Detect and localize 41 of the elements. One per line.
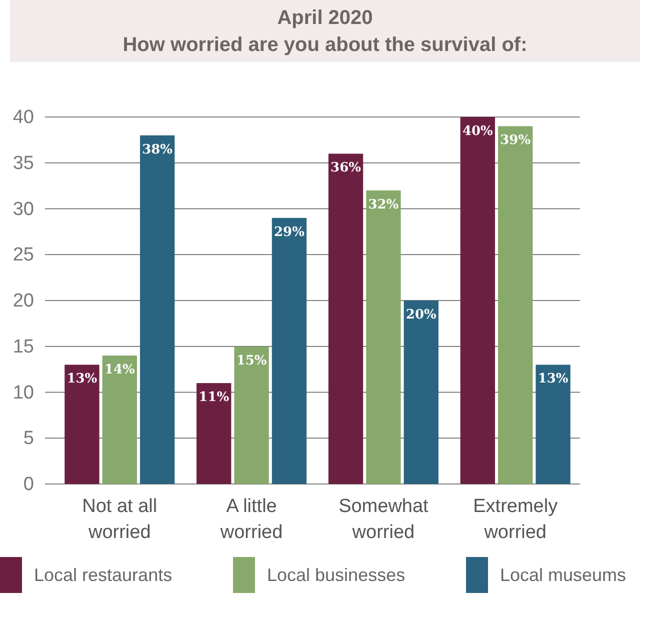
bar <box>328 154 364 484</box>
data-label: 13% <box>538 372 569 387</box>
bar <box>196 383 232 484</box>
data-label: 20% <box>406 308 438 322</box>
y-tick-label: 25 <box>12 244 34 266</box>
data-label: 29% <box>274 224 306 240</box>
y-tick-label: 40 <box>12 107 34 128</box>
chart-title: April 2020 How worried are you about the survival of: <box>122 7 528 56</box>
bar <box>102 356 137 484</box>
x-tick-label: Extremely worried <box>473 496 558 543</box>
data-label: 38% <box>142 142 174 158</box>
bar <box>404 300 438 484</box>
y-tick-label: 30 <box>12 198 34 220</box>
data-label: 15% <box>236 353 268 368</box>
data-label: 36% <box>330 160 362 176</box>
y-tick-label: 15 <box>12 336 34 358</box>
bar <box>64 364 100 484</box>
y-tick-label: 20 <box>12 290 34 312</box>
data-label: 32% <box>368 197 400 212</box>
data-label: 11% <box>198 390 230 406</box>
y-tick-label: 5 <box>23 428 34 450</box>
bar <box>498 126 533 484</box>
y-tick-label: 0 <box>23 474 34 496</box>
bar <box>536 364 570 484</box>
x-tick-label: Somewhat worried <box>338 496 430 543</box>
bar <box>234 346 269 484</box>
legend-label: Local restaurants <box>34 565 172 585</box>
bar <box>272 218 307 484</box>
bar <box>460 117 496 484</box>
data-label: 13% <box>66 372 98 387</box>
data-label: 14% <box>104 362 136 378</box>
data-label: 39% <box>500 133 532 148</box>
y-tick-label: 10 <box>12 382 34 404</box>
data-label: 40% <box>462 124 494 139</box>
bar <box>366 190 401 484</box>
x-tick-label: Not at all worried <box>82 496 158 543</box>
y-tick-label: 35 <box>12 152 34 174</box>
legend-label: Local businesses <box>267 565 406 585</box>
legend-label: Local museums <box>500 565 626 585</box>
x-tick-label: A little worried <box>219 496 283 543</box>
bar <box>140 135 175 484</box>
